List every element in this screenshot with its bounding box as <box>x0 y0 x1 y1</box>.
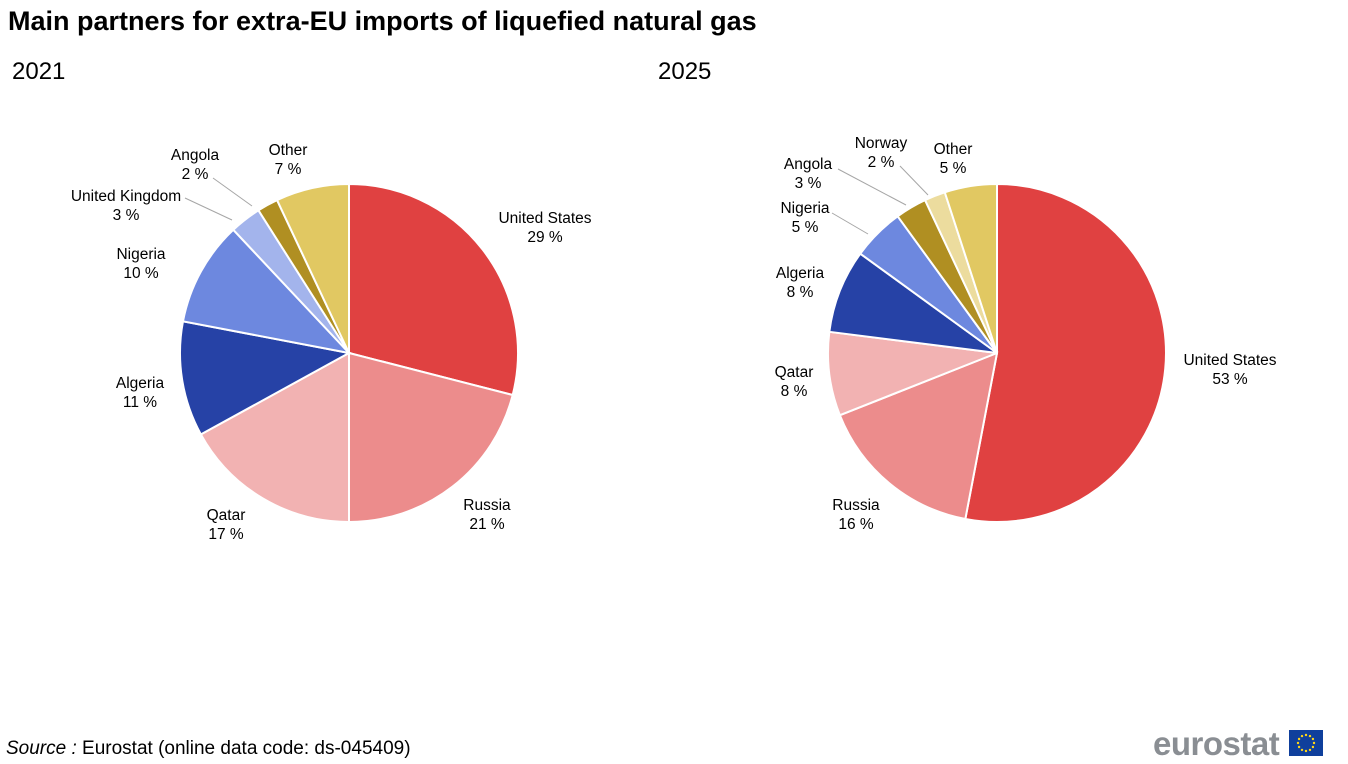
pie-slice-qatar-2021 <box>199 351 350 524</box>
pie-charts: United States 29 % Russia 21 % Qatar 17 % Alge… <box>71 135 1277 543</box>
slice-label-united-states-2021: United States <box>498 210 591 227</box>
slice-label-other-2021: Other <box>269 142 308 159</box>
pie-slice-united-states-2021 <box>348 182 519 397</box>
slice-value-angola-2025: 3 % <box>795 175 822 192</box>
slice-label-norway-2025: Norway <box>855 135 908 152</box>
leader-line-nigeria-2025 <box>831 212 869 235</box>
slice-value-united-states-2021: 29 % <box>527 229 563 246</box>
slice-value-other-2025: 5 % <box>940 160 967 177</box>
pie-slice-russia-2021 <box>348 351 514 524</box>
source-label: Source : <box>6 738 77 759</box>
slice-label-qatar-2025: Qatar <box>775 364 814 381</box>
slice-value-qatar-2025: 8 % <box>781 383 808 400</box>
slice-value-nigeria-2021: 10 % <box>123 265 159 282</box>
flag-star <box>1308 734 1312 738</box>
source-text: Eurostat (online data code: ds-045409) <box>82 738 411 759</box>
slice-value-russia-2021: 21 % <box>469 516 505 533</box>
slice-label-united-states-2025: United States <box>1183 352 1276 369</box>
chart-title-2021: 2021 <box>12 58 66 85</box>
slice-label-united-kingdom-2021: United Kingdom <box>71 188 181 205</box>
slice-label-russia-2021: Russia <box>463 497 511 514</box>
slice-label-nigeria-2021: Nigeria <box>116 246 165 263</box>
flag-star <box>1311 745 1315 749</box>
slice-value-other-2021: 7 % <box>275 161 302 178</box>
slice-value-algeria-2025: 8 % <box>787 284 814 301</box>
slice-label-angola-2021: Angola <box>171 147 220 164</box>
slice-value-united-kingdom-2021: 3 % <box>113 207 140 224</box>
flag-star <box>1308 748 1312 752</box>
slice-value-algeria-2021: 11 % <box>123 394 157 411</box>
slice-label-algeria-2025: Algeria <box>776 265 825 282</box>
flag-star <box>1297 737 1301 741</box>
pie-slice-other-2021 <box>275 182 350 354</box>
pie-slice-other-2025 <box>943 182 998 354</box>
flag-star <box>1312 741 1316 745</box>
leader-line-angola-2025 <box>837 168 907 206</box>
flag-star <box>1297 745 1301 749</box>
leader-line-angola-2021 <box>212 177 253 207</box>
slice-value-nigeria-2025: 5 % <box>792 219 819 236</box>
slice-label-angola-2025: Angola <box>784 156 833 173</box>
slice-label-russia-2025: Russia <box>832 497 880 514</box>
pie-slice-nigeria-2021 <box>181 228 352 355</box>
slice-value-norway-2025: 2 % <box>868 154 895 171</box>
slice-label-nigeria-2025: Nigeria <box>780 200 829 217</box>
eu-flag-icon <box>1289 730 1323 756</box>
leader-line-norway-2025 <box>899 165 929 196</box>
flag-star <box>1304 749 1308 753</box>
chart-title-2025: 2025 <box>658 58 712 85</box>
pie-slice-algeria-2021 <box>178 320 352 436</box>
slice-label-algeria-2021: Algeria <box>116 375 165 392</box>
leader-line-united-kingdom-2021 <box>184 197 233 221</box>
pie-slice-united-states-2025 <box>964 182 1167 523</box>
pie-2025: United States 53 % Russia 16 % Qatar 8 % Alger… <box>775 135 1277 533</box>
slice-value-russia-2025: 16 % <box>838 516 874 533</box>
slice-value-united-states-2025: 53 % <box>1212 371 1248 388</box>
slice-label-other-2025: Other <box>934 141 973 158</box>
flag-star <box>1296 741 1300 745</box>
logo-text: eurostat <box>1153 725 1280 762</box>
pie-2021: United States 29 % Russia 21 % Qatar 17 % Alge… <box>71 142 592 543</box>
page-title: Main partners for extra-EU imports of li… <box>8 6 757 36</box>
source-note: Source : Eurostat (online data code: ds-… <box>6 738 411 760</box>
flag-star <box>1300 748 1304 752</box>
slice-value-qatar-2021: 17 % <box>208 526 244 543</box>
pie-slice-russia-2025 <box>838 351 999 521</box>
flag-star <box>1311 737 1315 741</box>
slice-label-qatar-2021: Qatar <box>207 507 246 524</box>
flag-star <box>1304 733 1308 737</box>
flag-star <box>1300 734 1304 738</box>
slice-value-angola-2021: 2 % <box>182 166 209 183</box>
